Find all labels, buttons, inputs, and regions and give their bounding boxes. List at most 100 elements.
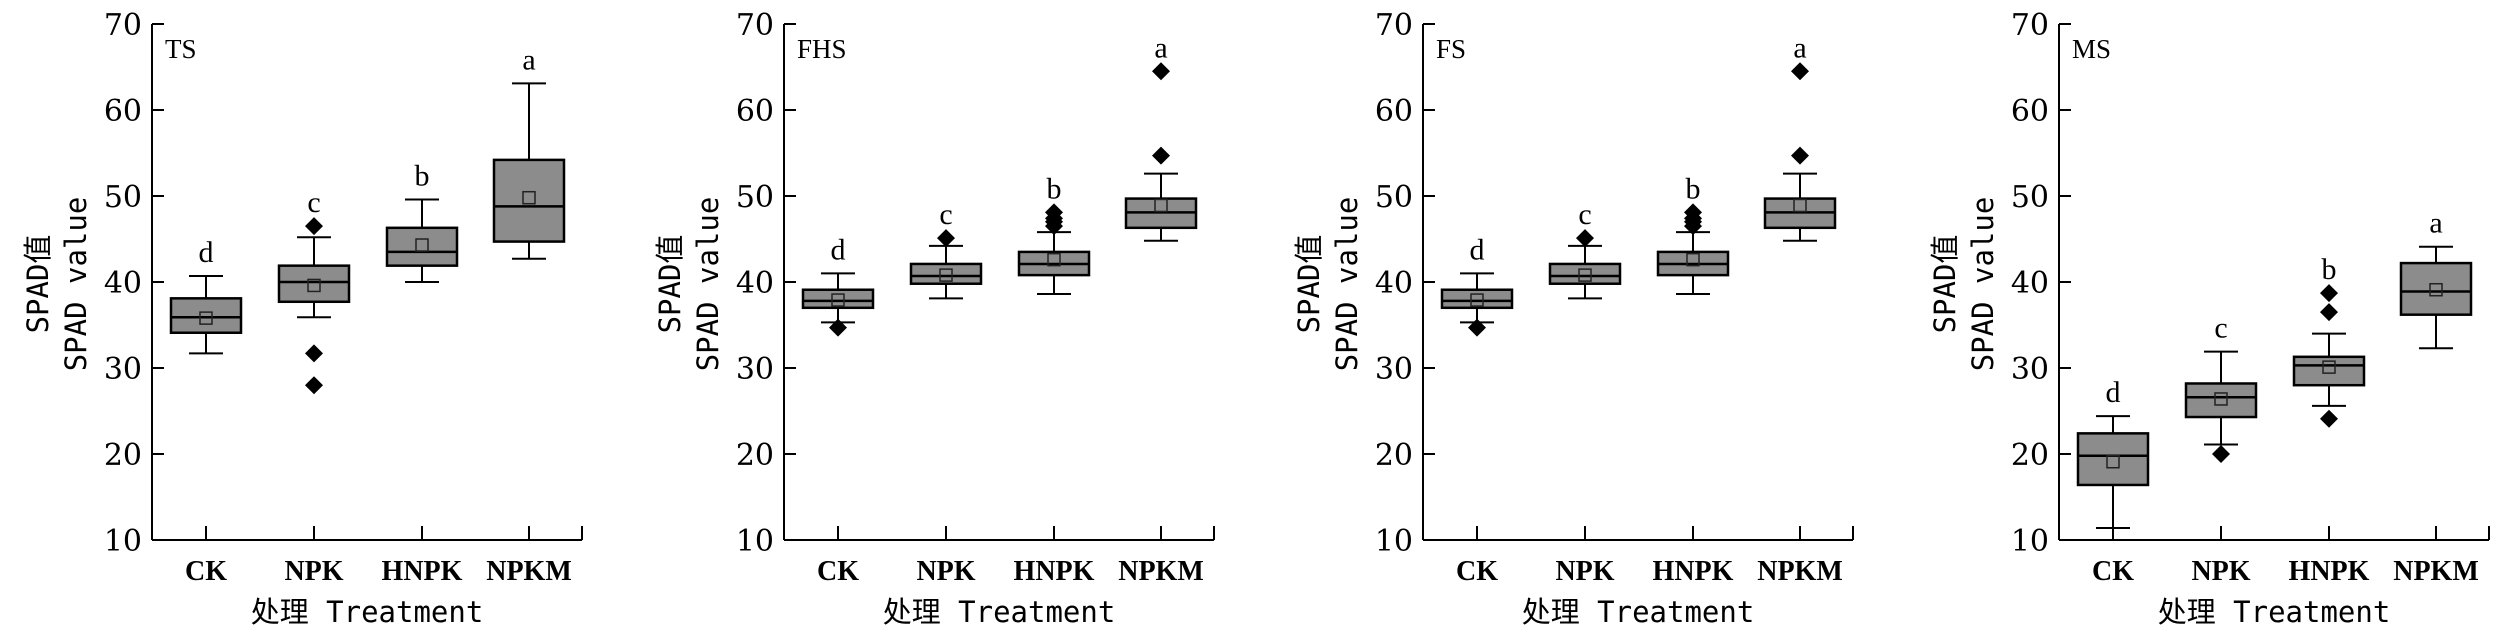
y-axis-label-en: SPAD value	[1966, 197, 2000, 372]
x-tick-label: HNPK	[2289, 556, 2370, 587]
y-tick-label: 20	[736, 438, 774, 473]
x-tick-label: NPKM	[1118, 556, 1204, 587]
y-tick-label: 10	[1375, 524, 1413, 559]
y-axis-label-cn: SPAD值	[1928, 235, 1962, 334]
iqr-box	[1548, 262, 1622, 285]
x-tick-label: CK	[817, 556, 859, 587]
significance-letter: b	[415, 159, 430, 192]
x-axis-label: 处理 Treatment	[251, 595, 484, 629]
outlier-point	[1791, 62, 1809, 81]
iqr-box	[492, 158, 566, 243]
x-tick-label: HNPK	[1653, 556, 1734, 587]
mean-marker	[1686, 252, 1700, 267]
box-npk: NPK c	[277, 186, 351, 587]
outlier-point	[305, 376, 323, 395]
significance-letter: a	[522, 43, 535, 76]
y-tick-label: 40	[104, 266, 142, 301]
mean-marker	[831, 293, 845, 307]
mean-marker	[2322, 360, 2336, 374]
y-tick-label: 20	[2011, 438, 2049, 473]
y-tick-label: 30	[736, 352, 774, 387]
outlier-point	[1684, 217, 1702, 236]
significance-letter: b	[1047, 172, 1062, 205]
y-tick-label: 40	[2011, 266, 2049, 301]
outlier-point	[1576, 229, 1594, 248]
x-tick-label: HNPK	[1014, 556, 1095, 587]
x-axis-label: 处理 Treatment	[2158, 595, 2391, 629]
y-tick-label: 50	[1375, 180, 1413, 215]
box-npkm: NPKM a	[486, 43, 572, 587]
y-tick-label: 40	[1375, 266, 1413, 301]
mean-marker	[2214, 392, 2228, 406]
outlier-point	[1152, 146, 1170, 165]
significance-letter: a	[1154, 31, 1167, 64]
y-tick-label: 60	[1375, 94, 1413, 129]
mean-marker	[2429, 282, 2443, 297]
outlier-point	[1152, 62, 1170, 81]
outlier-point	[2320, 303, 2338, 322]
y-tick-label: 70	[736, 8, 774, 43]
y-axis-label-en: SPAD value	[1330, 197, 1364, 372]
y-tick-label: 50	[2011, 180, 2049, 215]
y-tick-label: 10	[2011, 524, 2049, 559]
y-tick-label: 60	[736, 94, 774, 129]
iqr-box	[277, 264, 351, 304]
mean-marker	[415, 238, 429, 252]
y-axis-label-en: SPAD value	[691, 197, 725, 372]
panel-label: FHS	[797, 34, 847, 64]
box-npk: NPK c	[1548, 198, 1622, 587]
box-ck: CK d	[1440, 233, 1514, 587]
significance-letter: d	[2106, 376, 2121, 409]
box-ck: CK d	[2076, 376, 2150, 587]
significance-letter: d	[1470, 233, 1485, 266]
iqr-box	[801, 288, 875, 310]
x-tick-label: CK	[2092, 556, 2134, 587]
y-tick-label: 50	[736, 180, 774, 215]
panel-label: FS	[1436, 34, 1466, 64]
y-axis-label-cn: SPAD值	[21, 235, 55, 334]
box-npk: NPK c	[909, 198, 983, 587]
panel-label: TS	[165, 34, 197, 64]
y-axis-label-en: SPAD value	[59, 197, 93, 372]
outlier-point	[829, 318, 847, 337]
x-tick-label: NPKM	[486, 556, 572, 587]
outlier-point	[1468, 318, 1486, 337]
mean-marker	[1578, 268, 1592, 282]
outlier-point	[1791, 146, 1809, 165]
iqr-box	[2184, 382, 2258, 419]
x-tick-label: CK	[185, 556, 227, 587]
outlier-point	[305, 344, 323, 363]
y-tick-label: 70	[1375, 8, 1413, 43]
mean-marker	[522, 190, 536, 205]
box-ck: CK d	[801, 233, 875, 587]
y-tick-label: 10	[736, 524, 774, 559]
significance-letter: b	[2322, 253, 2337, 286]
y-tick-label: 10	[104, 524, 142, 559]
y-tick-label: 60	[104, 94, 142, 129]
y-tick-label: 50	[104, 180, 142, 215]
mean-marker	[1793, 198, 1807, 213]
box-npkm: NPKM a	[1118, 31, 1204, 587]
box-hnpk: HNPK b	[382, 159, 463, 587]
box-ck: CK d	[169, 236, 243, 587]
box-hnpk: HNPK b	[1014, 172, 1095, 587]
significance-letter: c	[2214, 312, 2227, 345]
y-tick-label: 20	[104, 438, 142, 473]
outlier-point	[305, 217, 323, 236]
box-hnpk: HNPK b	[1653, 172, 1734, 587]
box-npk: NPK c	[2184, 312, 2258, 587]
panel-ms: 10 20 30 40 50 60 70 SPAD值 SPAD value MS 处理 Treatm…	[1928, 8, 2490, 629]
box-npkm: NPKM a	[2393, 207, 2479, 587]
panel-fhs: 10 20 30 40 50 60 70 SPAD值 SPAD value FHS 处理 Treat…	[653, 8, 1215, 629]
iqr-box	[2076, 432, 2150, 487]
outlier-point	[2212, 445, 2230, 463]
x-axis-label: 处理 Treatment	[1522, 595, 1755, 629]
box-hnpk: HNPK b	[2289, 253, 2370, 587]
box-npkm: NPKM a	[1757, 31, 1843, 587]
mean-marker	[2106, 454, 2120, 469]
x-tick-label: NPKM	[2393, 556, 2479, 587]
y-axis-label-cn: SPAD值	[653, 235, 687, 334]
y-tick-label: 70	[2011, 8, 2049, 43]
iqr-box	[1440, 288, 1514, 310]
outlier-point	[2320, 409, 2338, 428]
